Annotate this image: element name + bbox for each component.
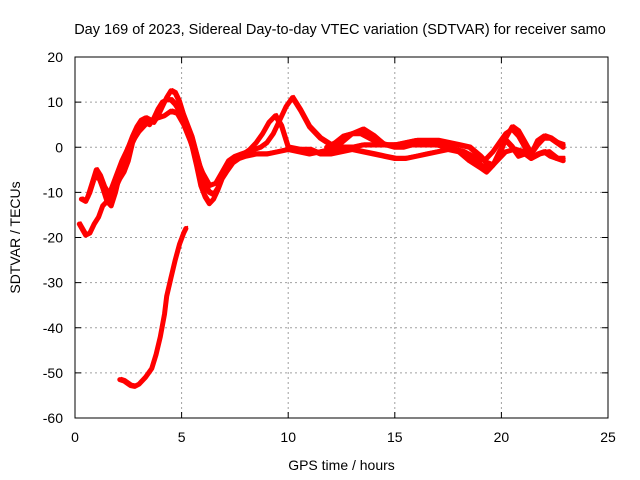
y-tick-label: -30 [43, 275, 63, 291]
x-tick-label: 15 [387, 429, 403, 445]
y-tick-label: -60 [43, 410, 63, 426]
x-tick-label: 25 [600, 429, 616, 445]
axis-ticks: 0 5 10 15 20 25 -60 -50 -40 -30 -20 -10 0 10 20 [43, 49, 616, 445]
series-line-pass-1 [117, 226, 189, 389]
chart-title: Day 169 of 2023, Sidereal Day-to-day VTE… [74, 22, 606, 38]
x-tick-label: 20 [494, 429, 510, 445]
y-tick-label: -40 [43, 320, 63, 336]
y-tick-label: -20 [43, 230, 63, 246]
data-series [76, 88, 566, 389]
y-tick-label: 10 [47, 94, 63, 110]
x-tick-label: 5 [178, 429, 186, 445]
y-axis-label: SDTVAR / TECUs [7, 181, 23, 293]
series-line-echo-pass-1 [120, 225, 189, 386]
x-tick-label: 0 [71, 429, 79, 445]
series-line-echo-pass-4 [88, 94, 566, 196]
y-tick-label: 0 [55, 139, 63, 155]
series-line-pass-5 [324, 126, 566, 164]
series-line-echo-pass-5 [327, 126, 566, 160]
y-tick-label: 20 [47, 49, 63, 65]
y-tick-label: -50 [43, 365, 63, 381]
x-axis-label: GPS time / hours [288, 457, 395, 473]
y-tick-label: -10 [43, 184, 63, 200]
x-tick-label: 10 [280, 429, 296, 445]
